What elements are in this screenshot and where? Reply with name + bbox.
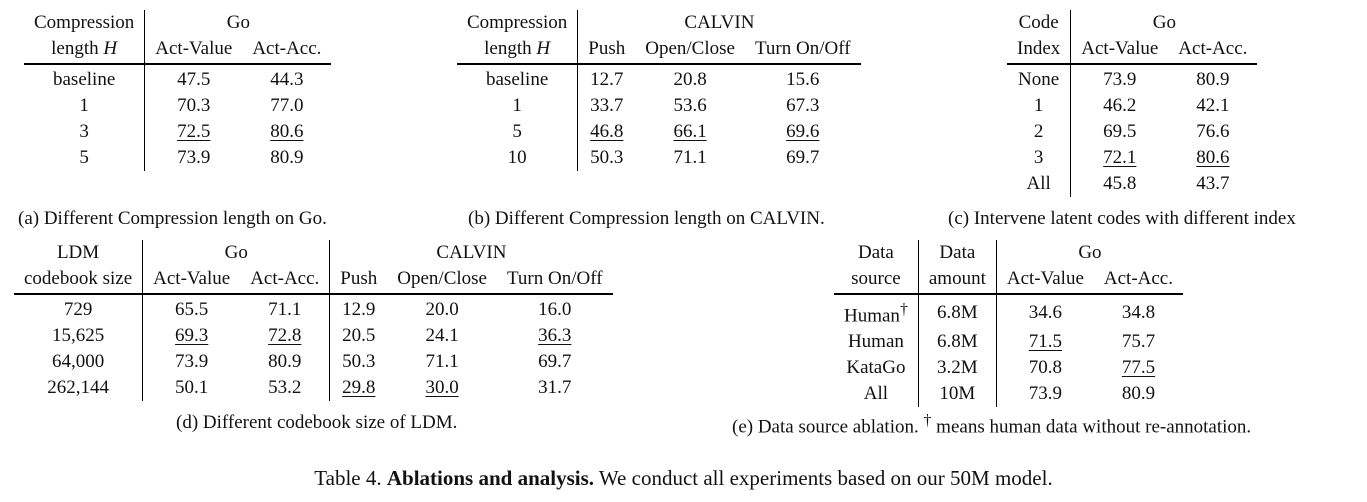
table-b: Compression CALVIN length H Push Open/Cl… — [457, 10, 861, 171]
group-header: CALVIN — [684, 12, 755, 33]
row-label-header: Code — [1007, 10, 1072, 36]
table-e: Data Data Go source amount Act-Value Act… — [834, 240, 1183, 408]
caption-d: (d) Different codebook size of LDM. — [176, 412, 458, 433]
col-header: Open/Close — [387, 266, 497, 295]
table-row: 3 72.5 80.6 — [24, 119, 331, 145]
row-label-header-2: source — [834, 266, 919, 295]
table-row: baseline 12.7 20.8 15.6 — [457, 64, 861, 93]
group-header-calvin: CALVIN — [436, 242, 507, 263]
row-label-header: Data — [834, 240, 919, 266]
table-row: 1 46.2 42.1 — [1007, 93, 1257, 119]
col-header: Act-Value — [144, 36, 243, 65]
table-row: 2 69.5 76.6 — [1007, 119, 1257, 145]
col-header: Act-Value — [1070, 36, 1169, 65]
table-row: 729 65.5 71.1 12.9 20.0 16.0 — [14, 294, 613, 323]
table-row: 1 33.7 53.6 67.3 — [457, 93, 861, 119]
caption-e: (e) Data source ablation. † means human … — [732, 412, 1252, 438]
col-header: Act-Value — [996, 266, 1094, 295]
table-row: 3 72.1 80.6 — [1007, 145, 1257, 171]
table-row: 1 70.3 77.0 — [24, 93, 331, 119]
caption-c: (c) Intervene latent codes with differen… — [948, 208, 1296, 229]
amount-header-2: amount — [918, 266, 997, 295]
table-row: Human 6.8M 71.5 75.7 — [834, 329, 1183, 356]
table-row: 15,625 69.3 72.8 20.5 24.1 36.3 — [14, 323, 613, 349]
table-row: 262,144 50.1 53.2 29.8 30.0 31.7 — [14, 375, 613, 401]
caption-a: (a) Different Compression length on Go. — [18, 208, 327, 229]
row-label-header-2: Index — [1007, 36, 1072, 65]
table-d: LDM Go CALVIN codebook size Act-Value Ac… — [14, 240, 613, 401]
table-row: 10 50.3 71.1 69.7 — [457, 145, 861, 171]
group-header: Go — [1152, 12, 1176, 33]
col-header: Push — [329, 266, 388, 295]
row-label-header-2: codebook size — [14, 266, 144, 295]
table-row: baseline 47.5 44.3 — [24, 64, 331, 93]
table-caption: Table 4. Ablations and analysis. We cond… — [314, 466, 1053, 490]
caption-b: (b) Different Compression length on CALV… — [468, 208, 825, 229]
table-row: Human† 6.8M 34.6 34.8 — [834, 294, 1183, 330]
table-row: 5 46.8 66.1 69.6 — [457, 119, 861, 145]
row-label-header-2: length H — [24, 36, 146, 65]
col-header: Push — [577, 36, 636, 65]
amount-header: Data — [918, 240, 997, 266]
table-row: 5 73.9 80.9 — [24, 145, 331, 171]
table-row: 64,000 73.9 80.9 50.3 71.1 69.7 — [14, 349, 613, 375]
col-header: Act-Acc. — [1093, 266, 1183, 295]
table-row: All 45.8 43.7 — [1007, 171, 1257, 197]
col-header: Act-Value — [142, 266, 241, 295]
col-header: Turn On/Off — [496, 266, 613, 295]
row-label-header: Compression — [24, 10, 146, 36]
row-label-header: Compression — [457, 10, 579, 36]
table-a: Compression Go length H Act-Value Act-Ac… — [24, 10, 332, 171]
col-header: Act-Acc. — [242, 36, 332, 65]
table-row: None 73.9 80.9 — [1007, 64, 1257, 93]
col-header: Turn On/Off — [744, 36, 861, 65]
col-header: Open/Close — [635, 36, 745, 65]
table-row: All 10M 73.9 80.9 — [834, 381, 1183, 408]
table-c: Code Go Index Act-Value Act-Acc. None 73.… — [1007, 10, 1258, 197]
group-header: Go — [226, 12, 250, 33]
col-header: Act-Acc. — [240, 266, 331, 295]
group-header-go: Go — [142, 240, 331, 266]
row-label-header: LDM — [14, 240, 144, 266]
row-label-header-2: length H — [457, 36, 579, 65]
group-header: Go — [1078, 242, 1102, 263]
dagger-mark: † — [899, 301, 908, 318]
table-row: KataGo 3.2M 70.8 77.5 — [834, 355, 1183, 382]
col-header: Act-Acc. — [1168, 36, 1258, 65]
